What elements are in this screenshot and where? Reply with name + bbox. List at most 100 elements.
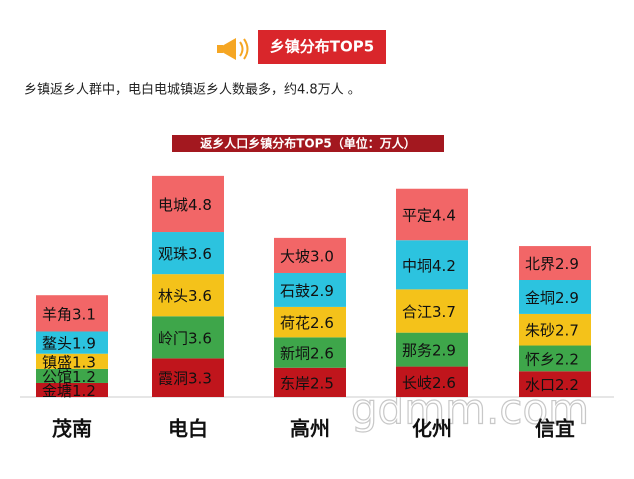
town-name: 那务 — [402, 341, 432, 359]
segment-label: 平定4.4 — [402, 206, 456, 224]
x-tick-label: 茂南 — [52, 417, 92, 441]
segment-value: 3.6 — [188, 287, 212, 305]
segment-value: 3.1 — [72, 305, 96, 323]
bar-segment — [152, 274, 224, 317]
segment-value: 4.4 — [432, 206, 456, 224]
town-name: 朱砂 — [525, 321, 555, 339]
segment-value: 1.9 — [72, 334, 96, 352]
town-name: 大坡 — [280, 247, 310, 265]
bar-segment — [519, 345, 591, 372]
segment-value: 2.9 — [432, 341, 456, 359]
megaphone-icon — [217, 38, 249, 60]
town-name: 石鼓 — [280, 281, 310, 299]
segment-value: 4.8 — [188, 195, 212, 213]
bar-segment — [36, 295, 108, 332]
segment-label: 东岸2.5 — [280, 374, 334, 392]
town-name: 中垌 — [402, 256, 432, 274]
segment-label: 石鼓2.9 — [280, 281, 334, 299]
town-name: 镇盛 — [42, 353, 72, 371]
bar-segment — [519, 246, 591, 280]
segment-label: 荷花2.6 — [280, 314, 334, 332]
segment-label: 镇盛1.3 — [42, 353, 96, 371]
town-name: 金塘 — [42, 381, 72, 399]
bar-segment — [36, 353, 108, 369]
segment-label: 水口2.2 — [525, 376, 579, 394]
segment-label: 新垌2.6 — [280, 344, 334, 362]
segment-label: 羊角3.1 — [42, 305, 96, 323]
segment-label: 那务2.9 — [402, 341, 456, 359]
chart-title: 返乡人口乡镇分布TOP5（单位：万人） — [200, 136, 416, 151]
segment-label: 怀乡2.2 — [525, 350, 579, 368]
town-name: 鳌头 — [42, 334, 72, 352]
bar-segment — [152, 175, 224, 233]
segment-value: 1.2 — [72, 367, 96, 385]
bar-segment — [152, 232, 224, 275]
header-box — [258, 30, 386, 64]
bar-segment — [519, 313, 591, 346]
segment-value: 3.6 — [188, 245, 212, 263]
segment-value: 2.9 — [555, 255, 579, 273]
segment-value: 3.3 — [188, 369, 212, 387]
bar-segment — [36, 368, 108, 383]
bar-segment — [152, 358, 224, 397]
town-name: 霞洞 — [158, 369, 188, 387]
segment-value: 2.9 — [555, 288, 579, 306]
town-name: 水口 — [525, 376, 555, 394]
town-name: 东岸 — [280, 374, 310, 392]
segment-label: 长岐2.6 — [402, 373, 456, 391]
bar-segment — [274, 306, 346, 338]
town-name: 平定 — [402, 206, 432, 224]
segment-label: 金垌2.9 — [525, 288, 579, 306]
town-name: 荷花 — [280, 314, 310, 332]
bar-segment — [396, 240, 468, 290]
bar-segment — [396, 289, 468, 333]
segment-label: 北界2.9 — [525, 255, 579, 273]
segment-label: 公馆1.2 — [42, 367, 96, 385]
bar-segment — [396, 366, 468, 397]
segment-label: 大坡3.0 — [280, 247, 334, 265]
segment-label: 林头3.6 — [158, 287, 212, 305]
title-bar — [172, 135, 444, 152]
segment-label: 朱砂2.7 — [525, 321, 579, 339]
segment-value: 2.5 — [310, 374, 334, 392]
bar-segment — [274, 237, 346, 273]
segment-label: 金塘1.2 — [42, 381, 96, 399]
segment-label: 鳌头1.9 — [42, 334, 96, 352]
bar-segment — [152, 316, 224, 359]
segment-value: 3.6 — [188, 329, 212, 347]
town-name: 公馆 — [42, 367, 72, 385]
bar-segment — [519, 371, 591, 397]
description: 乡镇返乡人群中，电白电城镇返乡人数最多，约4.8万人 。 — [24, 82, 361, 98]
town-name: 合江 — [402, 303, 432, 321]
segment-value: 1.3 — [72, 353, 96, 371]
bar-segment — [396, 332, 468, 367]
bar-segment — [274, 367, 346, 397]
x-tick-label: 高州 — [290, 417, 330, 441]
x-tick-label: 化州 — [412, 417, 452, 441]
segment-label: 岭门3.6 — [158, 329, 212, 347]
segment-value: 2.6 — [432, 373, 456, 391]
segment-value: 4.2 — [432, 256, 456, 274]
segment-value: 2.2 — [555, 350, 579, 368]
town-name: 观珠 — [158, 245, 188, 263]
bar-segment — [519, 280, 591, 314]
segment-label: 观珠3.6 — [158, 245, 212, 263]
town-name: 林头 — [158, 287, 188, 305]
town-name: 羊角 — [42, 305, 72, 323]
segment-value: 2.9 — [310, 281, 334, 299]
town-name: 长岐 — [402, 373, 432, 391]
town-name: 怀乡 — [525, 350, 555, 368]
segment-value: 2.2 — [555, 376, 579, 394]
town-name: 北界 — [525, 255, 555, 273]
segment-label: 电城4.8 — [158, 195, 212, 213]
segment-value: 3.0 — [310, 247, 334, 265]
town-name: 新垌 — [280, 344, 310, 362]
header: 乡镇分布TOP5 — [270, 38, 374, 56]
segment-label: 霞洞3.3 — [158, 369, 212, 387]
bar-segment — [36, 382, 108, 397]
segment-value: 2.6 — [310, 314, 334, 332]
town-name: 岭门 — [158, 329, 188, 347]
town-name: 电城 — [158, 195, 188, 213]
x-tick-label: 信宜 — [535, 417, 575, 441]
